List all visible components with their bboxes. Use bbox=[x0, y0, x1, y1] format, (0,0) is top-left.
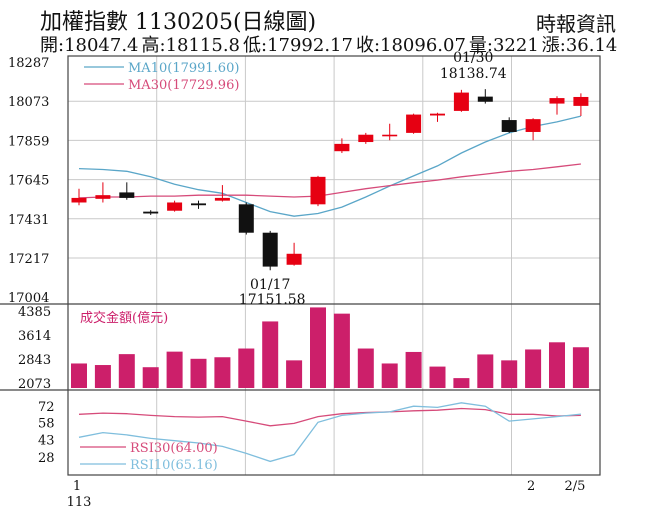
volume-bar bbox=[286, 360, 303, 388]
source-label: 時報資訊 bbox=[536, 12, 616, 36]
volume-bar bbox=[71, 363, 87, 388]
ma30-legend-label: MA30(17729.96) bbox=[128, 78, 239, 93]
volume-bar bbox=[238, 348, 255, 388]
candle-body bbox=[501, 120, 517, 132]
candle-body bbox=[191, 203, 206, 206]
high-value-annotation: 18138.74 bbox=[440, 66, 507, 82]
volume-tick-label: 2073 bbox=[18, 377, 51, 392]
rsi-tick-label: 58 bbox=[38, 416, 55, 431]
stat-2: 低:17992.17 bbox=[243, 35, 353, 56]
chart-title: 加權指數 1130205(日線圖) bbox=[40, 10, 317, 35]
candle-body bbox=[119, 192, 135, 198]
candle-body bbox=[477, 96, 493, 102]
candle-body bbox=[573, 96, 589, 106]
candle-body bbox=[262, 232, 278, 267]
price-tick-label: 18287 bbox=[8, 56, 49, 71]
price-tick-label: 17859 bbox=[8, 134, 49, 149]
volume-bar bbox=[262, 321, 279, 388]
low-value-annotation: 17151.58 bbox=[239, 292, 306, 308]
candle-body bbox=[358, 134, 374, 143]
rsi-tick-label: 28 bbox=[38, 451, 55, 466]
candle-body bbox=[406, 114, 422, 133]
volume-panel-title: 成交金額(億元) bbox=[80, 310, 168, 326]
ma10-line bbox=[78, 115, 582, 217]
stat-3: 收:18096.07 bbox=[355, 35, 466, 56]
stat-5: 漲:36.14 bbox=[541, 35, 618, 56]
candle-body bbox=[430, 113, 445, 116]
volume-bar bbox=[142, 367, 159, 388]
ohlc-stats: 開:18047.4 高:18115.8 低:17992.17 收:18096.07 量:… bbox=[40, 31, 620, 57]
candle-body bbox=[286, 253, 302, 265]
stat-0: 開:18047.4 bbox=[40, 35, 139, 56]
ma30-line bbox=[78, 163, 581, 199]
rsi10-line bbox=[78, 402, 581, 463]
price-tick-label: 18073 bbox=[8, 95, 49, 110]
x-tick-label: 2/5 bbox=[564, 479, 585, 494]
candle-body bbox=[525, 119, 541, 132]
stat-4: 量:3221 bbox=[468, 35, 539, 56]
candle-body bbox=[167, 202, 183, 211]
volume-bar bbox=[525, 349, 542, 388]
volume-bar bbox=[190, 358, 207, 388]
rsi10-legend-label: RSI10(65.16) bbox=[130, 458, 218, 473]
candle-body bbox=[71, 197, 87, 203]
candle-body bbox=[334, 143, 350, 152]
volume-bar bbox=[381, 363, 398, 388]
candle-body bbox=[549, 98, 565, 104]
volume-bar bbox=[357, 348, 374, 388]
volume-bar bbox=[310, 307, 326, 388]
candle-body bbox=[214, 197, 230, 201]
candle-body bbox=[382, 134, 398, 137]
low-date-annotation: 01/17 bbox=[250, 277, 290, 293]
volume-bar bbox=[333, 313, 350, 388]
price-tick-label: 17217 bbox=[8, 252, 49, 267]
volume-bar bbox=[118, 354, 135, 388]
volume-tick-label: 3614 bbox=[18, 329, 51, 344]
stat-1: 高:18115.8 bbox=[141, 35, 241, 56]
price-tick-label: 17645 bbox=[8, 174, 49, 189]
volume-bar bbox=[501, 360, 518, 388]
candle-body bbox=[453, 92, 469, 111]
candle-body bbox=[238, 204, 254, 233]
ma10-legend-label: MA10(17991.60) bbox=[128, 61, 239, 76]
x-tick-label: 2 bbox=[527, 479, 535, 494]
price-tick-label: 17004 bbox=[8, 291, 49, 306]
volume-tick-label: 4385 bbox=[18, 305, 51, 320]
rsi-tick-label: 72 bbox=[38, 400, 55, 415]
rsi30-legend-label: RSI30(64.00) bbox=[130, 441, 218, 456]
plot-frame bbox=[67, 55, 601, 476]
volume-bar bbox=[214, 357, 231, 388]
volume-bar bbox=[166, 351, 183, 388]
volume-bar bbox=[549, 342, 565, 388]
rsi30-line bbox=[78, 407, 581, 427]
volume-bar bbox=[572, 347, 589, 388]
rsi-tick-label: 43 bbox=[38, 434, 55, 449]
price-tick-label: 17431 bbox=[8, 213, 49, 228]
volume-bar bbox=[94, 365, 111, 388]
volume-tick-label: 2843 bbox=[18, 353, 51, 368]
volume-bar bbox=[429, 366, 446, 388]
high-date-annotation: 01/30 bbox=[453, 50, 493, 66]
x-tick-label: 1 bbox=[73, 479, 81, 494]
candle-body bbox=[310, 176, 326, 205]
volume-bar bbox=[477, 354, 494, 388]
candle-body bbox=[143, 211, 159, 214]
candle-body bbox=[95, 195, 111, 199]
volume-bar bbox=[453, 378, 470, 388]
volume-bar bbox=[405, 351, 422, 388]
x-year-label: 113 bbox=[67, 495, 92, 510]
